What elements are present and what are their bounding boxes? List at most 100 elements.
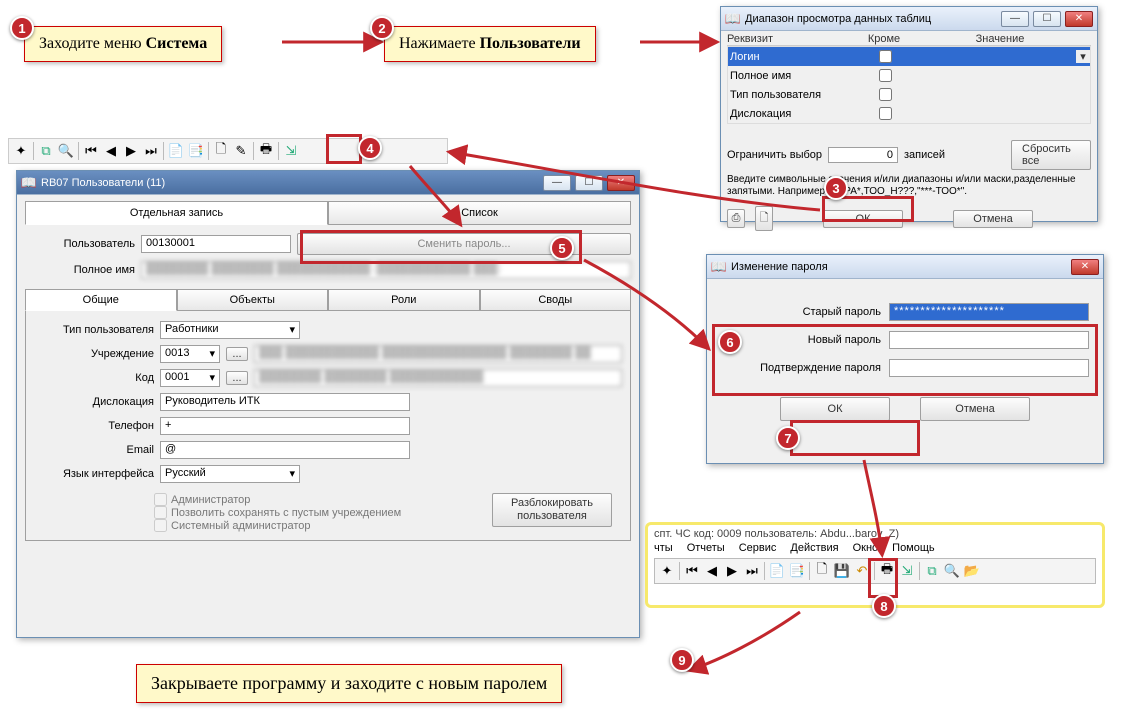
allow-empty-checkbox[interactable]: Позволить сохранять с пустым учреждением [154,506,492,519]
new-doc-icon[interactable]: 🗋 [213,143,229,159]
unblock-user-button[interactable]: Разблокировать пользователя [492,493,612,527]
user-input[interactable]: 00130001 [141,235,291,253]
close-button[interactable]: ✕ [1065,11,1093,27]
tab-single-record[interactable]: Отдельная запись [25,201,328,225]
new-pw-label: Новый пароль [721,334,881,346]
reset-all-button[interactable]: Сбросить все [1011,140,1091,170]
type-select[interactable]: Работники▾ [160,321,300,339]
callout-badge-7: 7 [776,426,800,450]
menu-item[interactable]: Действия [790,542,838,554]
toolbar-icon[interactable]: ✦ [13,143,29,159]
nav-first-icon[interactable]: ⏮ [83,143,99,159]
print-icon[interactable]: 🖶 [879,563,895,579]
new-doc-icon[interactable]: 🗋 [814,563,830,579]
col-header: Кроме [859,33,909,45]
minimize-button[interactable]: — [543,175,571,191]
tool-button[interactable]: 🗋 [755,206,773,231]
browse-button[interactable]: ... [226,347,248,361]
fullname-input[interactable]: ████████ ████████ ████████████ (████████… [141,261,631,279]
new-pw-input[interactable] [889,331,1089,349]
dropdown-arrow-icon: ▾ [209,347,215,361]
toolbar-icon[interactable]: ✦ [659,563,675,579]
menu-item[interactable]: Сервис [739,542,777,554]
close-button[interactable]: ✕ [1071,259,1099,275]
confirm-pw-input[interactable] [889,359,1089,377]
inst-select[interactable]: 0013▾ [160,345,220,363]
nav-next-icon[interactable]: ▶ [724,563,740,579]
toolbar-icon[interactable]: 🔍 [58,143,74,159]
confirm-pw-label: Подтверждение пароля [721,362,881,374]
tool-button[interactable]: ⎙ [727,209,745,228]
toolbar-icon[interactable]: 📂 [964,563,980,579]
export-icon[interactable]: ⇲ [899,563,915,579]
lang-label: Язык интерфейса [34,468,154,480]
row-label: Полное имя [728,70,860,82]
callout-badge-2: 2 [370,16,394,40]
col-header: Реквизит [727,33,859,45]
cancel-button[interactable]: Отмена [920,397,1030,421]
toolbar-icon[interactable]: 📄 [769,563,785,579]
menu-item[interactable]: Помощь [892,542,935,554]
row-checkbox[interactable] [879,50,892,63]
hint-text: Введите символьные значения и/или диапаз… [727,174,1091,198]
menu-item[interactable]: чты [654,542,673,554]
main-toolbar: ✦ ⧉ 🔍 ⏮ ◀ ▶ ⏭ 📄 📑 🗋 ✎ 🖶 ⇲ [8,138,448,164]
old-pw-input[interactable]: ********************* [889,303,1089,321]
toolbar-icon[interactable]: 📑 [789,563,805,579]
print-icon[interactable]: 🖶 [258,143,274,159]
menu-item[interactable]: Отчеты [687,542,725,554]
subtab-general[interactable]: Общие [25,289,177,311]
email-input[interactable]: @ [160,441,410,459]
toolbar-icon[interactable]: 📑 [188,143,204,159]
callout-text-bold: Система [146,35,208,52]
undo-icon[interactable]: ↶ [854,563,870,579]
edit-icon[interactable]: ✎ [233,143,249,159]
menu-item[interactable]: Окно [853,542,879,554]
ok-button[interactable]: ОК [823,210,903,228]
row-checkbox[interactable] [879,88,892,101]
save-icon[interactable]: 💾 [834,563,850,579]
type-label: Тип пользователя [34,324,154,336]
nav-next-icon[interactable]: ▶ [123,143,139,159]
old-pw-label: Старый пароль [721,306,881,318]
maximize-button[interactable]: ☐ [1033,11,1061,27]
nav-last-icon[interactable]: ⏭ [143,143,159,159]
callout-box-9: Закрываете программу и заходите с новым … [136,664,562,703]
subtab-roles[interactable]: Роли [328,289,480,311]
lang-select[interactable]: Русский▾ [160,465,300,483]
cancel-button[interactable]: Отмена [953,210,1033,228]
ok-button[interactable]: ОК [780,397,890,421]
dropdown-arrow-icon[interactable]: ▾ [1076,50,1090,63]
browse-button[interactable]: ... [226,371,248,385]
toolbar-icon[interactable]: 🔍 [944,563,960,579]
inst-label: Учреждение [34,348,154,360]
export-icon[interactable]: ⇲ [283,143,299,159]
limit-label: Ограничить выбор [727,149,822,161]
phone-input[interactable]: + [160,417,410,435]
subtab-reports[interactable]: Своды [480,289,632,311]
dropdown-arrow-icon: ▾ [289,323,295,337]
close-button[interactable]: ✕ [607,175,635,191]
toolbar-icon[interactable]: ⧉ [924,563,940,579]
admin-checkbox[interactable]: Администратор [154,493,492,506]
nav-prev-icon[interactable]: ◀ [704,563,720,579]
change-password-button[interactable]: Сменить пароль... [297,233,631,255]
minimize-button[interactable]: — [1001,11,1029,27]
callout-badge-4: 4 [358,136,382,160]
book-icon: 📖 [711,259,727,275]
toolbar-icon[interactable]: ⧉ [38,143,54,159]
subtab-objects[interactable]: Объекты [177,289,329,311]
maximize-button[interactable]: ☐ [575,175,603,191]
nav-last-icon[interactable]: ⏭ [744,563,760,579]
nav-prev-icon[interactable]: ◀ [103,143,119,159]
nav-first-icon[interactable]: ⏮ [684,563,700,579]
code-select[interactable]: 0001▾ [160,369,220,387]
callout-badge-5: 5 [550,236,574,260]
toolbar-icon[interactable]: 📄 [168,143,184,159]
limit-input[interactable]: 0 [828,147,898,163]
disloc-input[interactable]: Руководитель ИТК [160,393,410,411]
tab-list[interactable]: Список [328,201,631,225]
row-checkbox[interactable] [879,69,892,82]
sysadmin-checkbox[interactable]: Системный администратор [154,519,492,532]
row-checkbox[interactable] [879,107,892,120]
